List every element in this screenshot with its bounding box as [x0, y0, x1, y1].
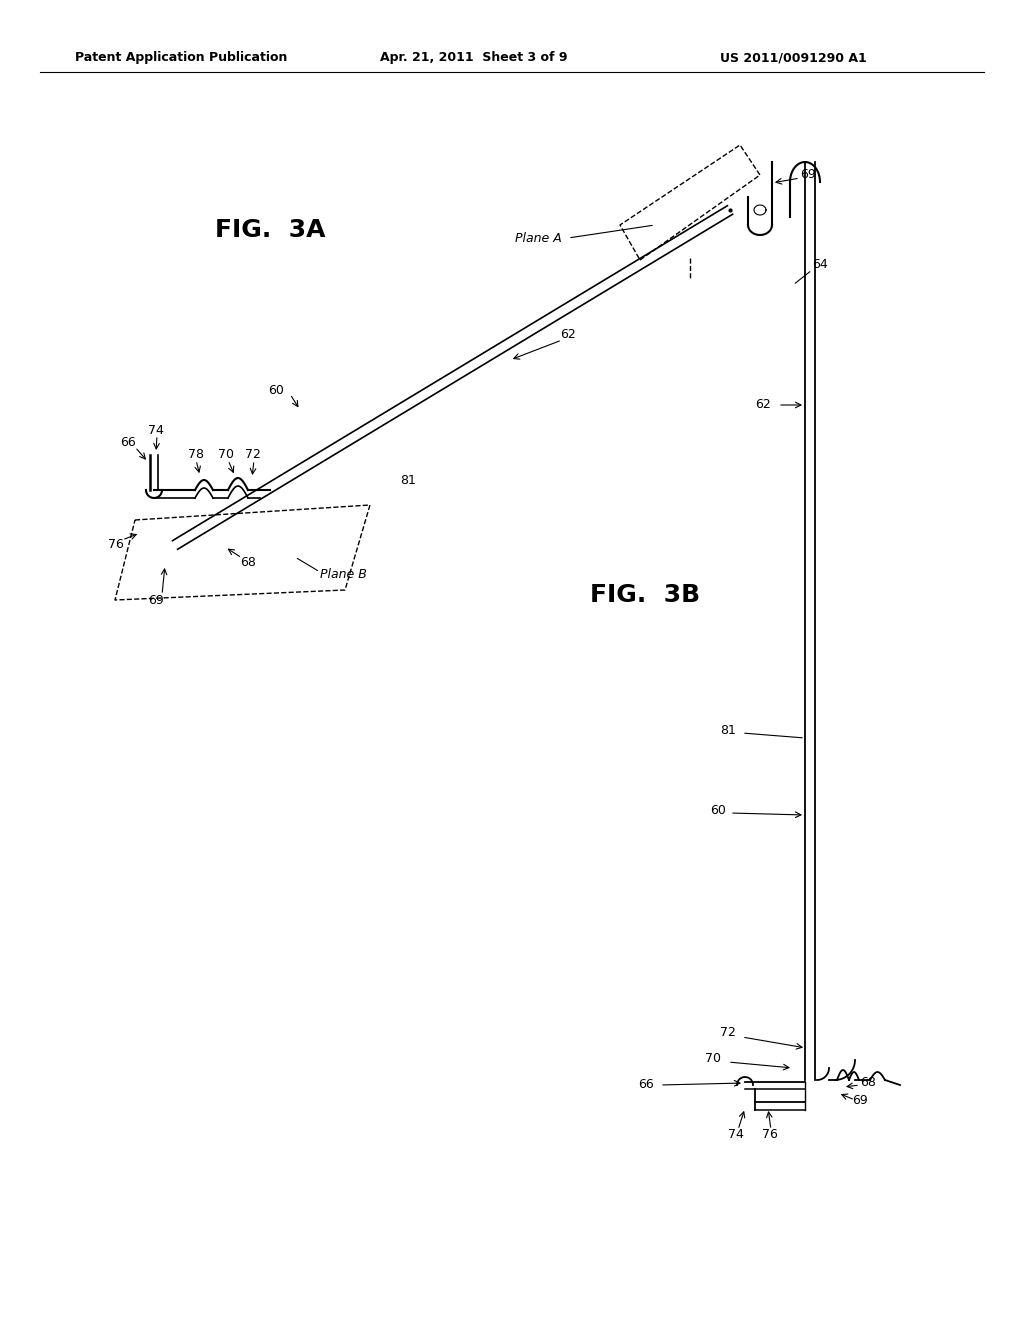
- Text: 66: 66: [638, 1078, 653, 1092]
- Text: Patent Application Publication: Patent Application Publication: [75, 51, 288, 65]
- Text: 81: 81: [720, 723, 736, 737]
- Text: 62: 62: [560, 329, 575, 342]
- Text: 68: 68: [860, 1077, 876, 1089]
- Text: US 2011/0091290 A1: US 2011/0091290 A1: [720, 51, 866, 65]
- Text: 66: 66: [120, 436, 136, 449]
- Text: 62: 62: [755, 399, 771, 412]
- Text: 64: 64: [812, 259, 827, 272]
- Text: 68: 68: [240, 557, 256, 569]
- Text: 74: 74: [148, 424, 164, 437]
- Text: Apr. 21, 2011  Sheet 3 of 9: Apr. 21, 2011 Sheet 3 of 9: [380, 51, 567, 65]
- Text: 76: 76: [108, 539, 124, 552]
- Text: 72: 72: [720, 1026, 736, 1039]
- Text: FIG.  3A: FIG. 3A: [215, 218, 326, 242]
- Text: 60: 60: [268, 384, 284, 396]
- Text: Plane A: Plane A: [515, 231, 562, 244]
- Text: 78: 78: [188, 449, 204, 462]
- Text: 81: 81: [400, 474, 416, 487]
- Text: 60: 60: [710, 804, 726, 817]
- Text: Plane B: Plane B: [319, 569, 367, 582]
- Text: 70: 70: [218, 449, 234, 462]
- Text: 76: 76: [762, 1129, 778, 1142]
- Text: 69: 69: [800, 169, 816, 181]
- Text: 74: 74: [728, 1129, 743, 1142]
- Text: 69: 69: [148, 594, 164, 606]
- Text: 72: 72: [245, 449, 261, 462]
- Text: 70: 70: [705, 1052, 721, 1064]
- Text: 69: 69: [852, 1093, 867, 1106]
- Text: FIG.  3B: FIG. 3B: [590, 583, 700, 607]
